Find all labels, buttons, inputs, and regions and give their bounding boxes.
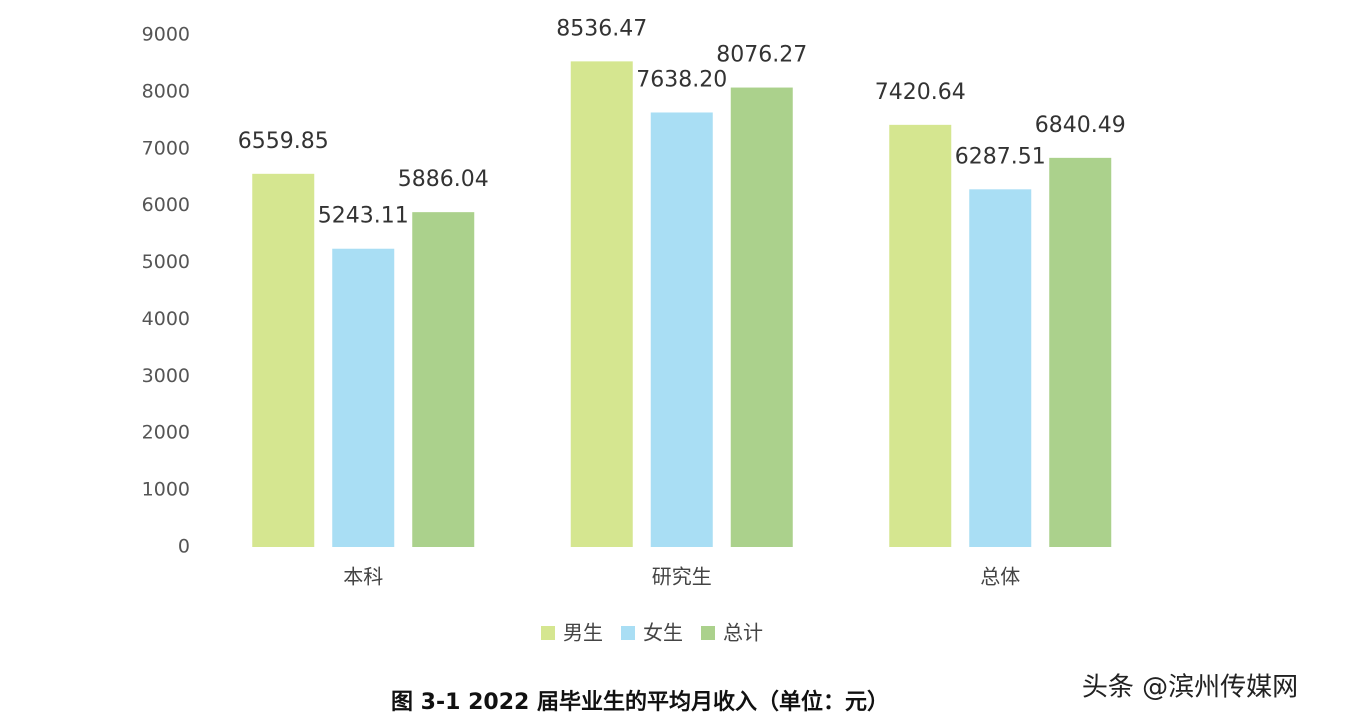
x-tick-label: 总体 <box>980 565 1020 589</box>
legend-swatch <box>621 626 635 640</box>
legend-swatch <box>541 626 555 640</box>
y-tick-label: 4000 <box>142 308 190 330</box>
bar <box>570 61 633 548</box>
y-tick-label: 2000 <box>142 422 190 444</box>
bar <box>969 189 1032 547</box>
y-tick-label: 1000 <box>142 479 190 501</box>
legend-swatch <box>701 626 715 640</box>
legend-label: 总计 <box>723 621 763 645</box>
bar <box>1049 157 1112 548</box>
x-tick-label: 本科 <box>343 565 383 589</box>
value-label: 7420.64 <box>875 80 966 105</box>
value-label: 7638.20 <box>636 67 727 92</box>
bar <box>412 212 475 547</box>
x-tick-label: 研究生 <box>652 565 712 589</box>
y-tick-label: 9000 <box>142 24 190 46</box>
value-label: 8076.27 <box>716 43 807 68</box>
y-tick-label: 3000 <box>142 365 190 387</box>
value-label: 6559.85 <box>238 129 329 154</box>
y-tick-label: 6000 <box>142 194 190 216</box>
y-tick-label: 7000 <box>142 137 190 159</box>
chart-caption: 图 3-1 2022 届毕业生的平均月收入（单位：元） <box>391 689 889 715</box>
bar <box>332 248 395 548</box>
value-label: 6287.51 <box>955 144 1046 169</box>
bar <box>650 112 713 548</box>
y-tick-label: 8000 <box>142 80 190 102</box>
legend-label: 女生 <box>643 621 683 645</box>
bar <box>889 124 952 548</box>
bar <box>252 173 315 547</box>
bar <box>730 87 793 547</box>
legend-label: 男生 <box>563 621 603 645</box>
y-tick-label: 0 <box>178 536 190 558</box>
value-label: 8536.47 <box>556 16 647 41</box>
value-label: 5886.04 <box>398 167 489 192</box>
watermark: 头条 @滨州传媒网 <box>1082 673 1298 703</box>
value-label: 6840.49 <box>1035 113 1126 138</box>
y-tick-label: 5000 <box>142 251 190 273</box>
value-label: 5243.11 <box>318 204 409 229</box>
